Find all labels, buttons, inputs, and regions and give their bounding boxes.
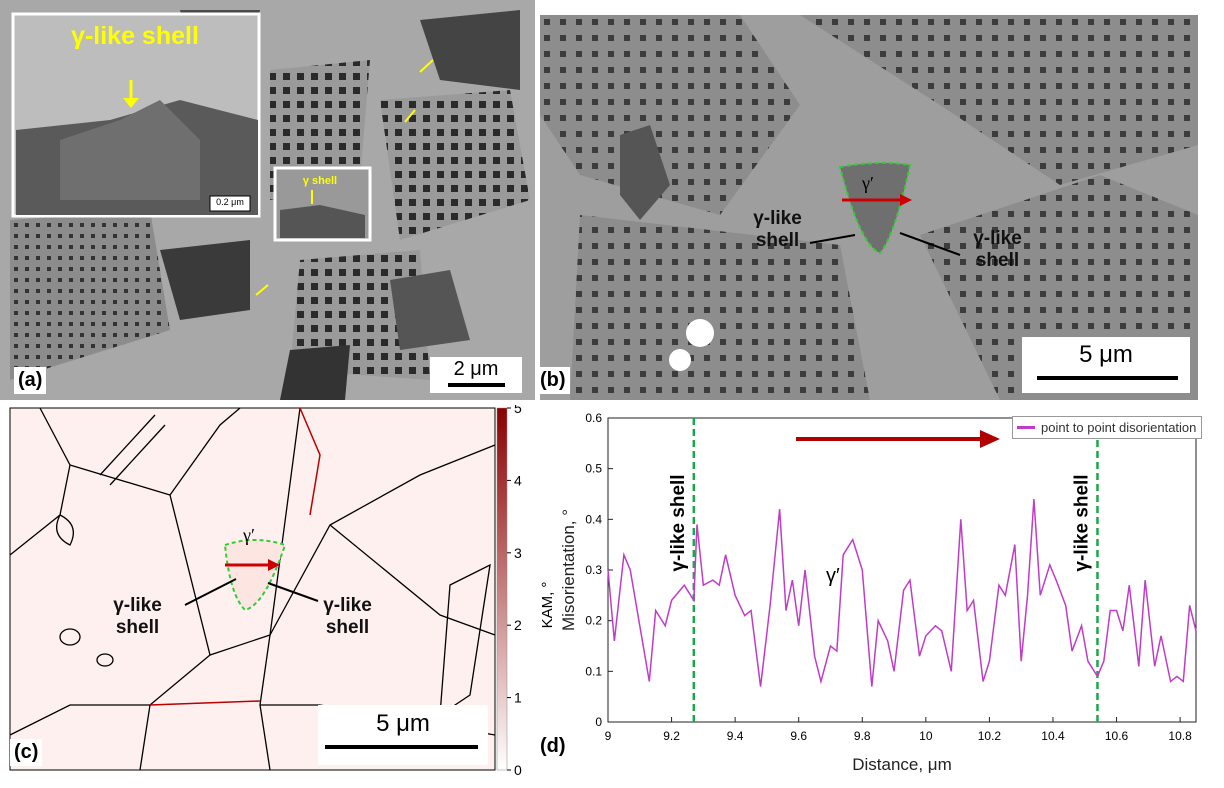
x-tick-label: 9.6 xyxy=(790,729,807,743)
boundary-label: γ-like shell xyxy=(1071,474,1092,571)
x-tick-label: 9.2 xyxy=(663,729,680,743)
shell-label: γ-like shell xyxy=(973,228,1022,271)
x-tick-label: 9 xyxy=(605,729,612,743)
phase-label: γ′ xyxy=(862,173,874,193)
x-tick-label: 10.8 xyxy=(1168,729,1192,743)
colorbar-tick-label: 0 xyxy=(514,762,522,775)
x-tick-label: 10 xyxy=(919,729,933,743)
panel-c: 0 1 2 3 4 5 KAM, ° γ′ γ-like shell γ-like shel… xyxy=(0,400,560,778)
x-tick-label: 10.4 xyxy=(1041,729,1065,743)
x-axis-label: Distance, μm xyxy=(852,755,952,774)
colorbar-tick-label: 4 xyxy=(514,472,522,488)
x-tick-label: 10.6 xyxy=(1105,729,1129,743)
panel-label: (d) xyxy=(540,735,566,757)
data-line xyxy=(607,499,1197,687)
sem-image-a xyxy=(0,0,535,400)
shell-label: γ-like shell xyxy=(753,208,802,251)
colorbar-tick-label: 1 xyxy=(514,690,522,706)
colorbar-label: KAM, ° xyxy=(539,582,556,629)
y-axis-label: Misorientation, ° xyxy=(559,509,578,631)
colorbar-tick-label: 2 xyxy=(514,617,522,633)
boundary-label: γ-like shell xyxy=(668,474,689,571)
y-tick-label: 0.3 xyxy=(585,563,602,577)
y-tick-label: 0 xyxy=(595,715,602,729)
kam-map: 0 1 2 3 4 5 KAM, ° xyxy=(9,400,556,778)
scale-label: 2 μm xyxy=(453,358,499,380)
legend-label: point to point disorientation xyxy=(1041,420,1197,435)
box-label: γ shell xyxy=(302,175,338,187)
inset-title: γ-like shell xyxy=(71,22,199,50)
x-tick-label: 9.4 xyxy=(727,729,744,743)
panel-label: (c) xyxy=(10,739,43,766)
legend-swatch xyxy=(1017,426,1035,429)
x-tick-label: 9.8 xyxy=(854,729,871,743)
sem-image-b xyxy=(540,15,1198,400)
y-tick-label: 0.1 xyxy=(585,664,602,678)
colorbar-tick-label: 5 xyxy=(514,405,522,416)
y-tick-label: 0.6 xyxy=(585,411,602,425)
plot-area xyxy=(607,417,1197,723)
scale-label: 5 μm xyxy=(1079,341,1133,368)
y-tick-label: 0.4 xyxy=(585,512,602,526)
x-tick-label: 10.2 xyxy=(978,729,1002,743)
shell-label: γ-like shell xyxy=(323,595,372,638)
annotation: γ′ xyxy=(826,565,840,587)
panel-label: (b) xyxy=(536,367,570,394)
shell-label: γ-like shell xyxy=(113,595,162,638)
phase-label: γ′ xyxy=(243,525,255,545)
legend: point to point disorientation xyxy=(1012,416,1202,439)
arrow-head xyxy=(980,430,1000,448)
colorbar-tick-label: 3 xyxy=(514,545,522,561)
inset-scale: 0.2 μm xyxy=(216,197,244,207)
scale-label: 5 μm xyxy=(376,710,430,737)
panel-b: γ′ γ-like shell γ-like shell 5 μm (b) xyxy=(536,15,1198,400)
panel-label: (a) xyxy=(14,367,47,394)
y-tick-label: 0.2 xyxy=(585,614,602,628)
panel-a: γ-like shell 0.2 μm γ shell 2 μm (a) xyxy=(0,0,535,400)
y-tick-label: 0.5 xyxy=(585,462,602,476)
